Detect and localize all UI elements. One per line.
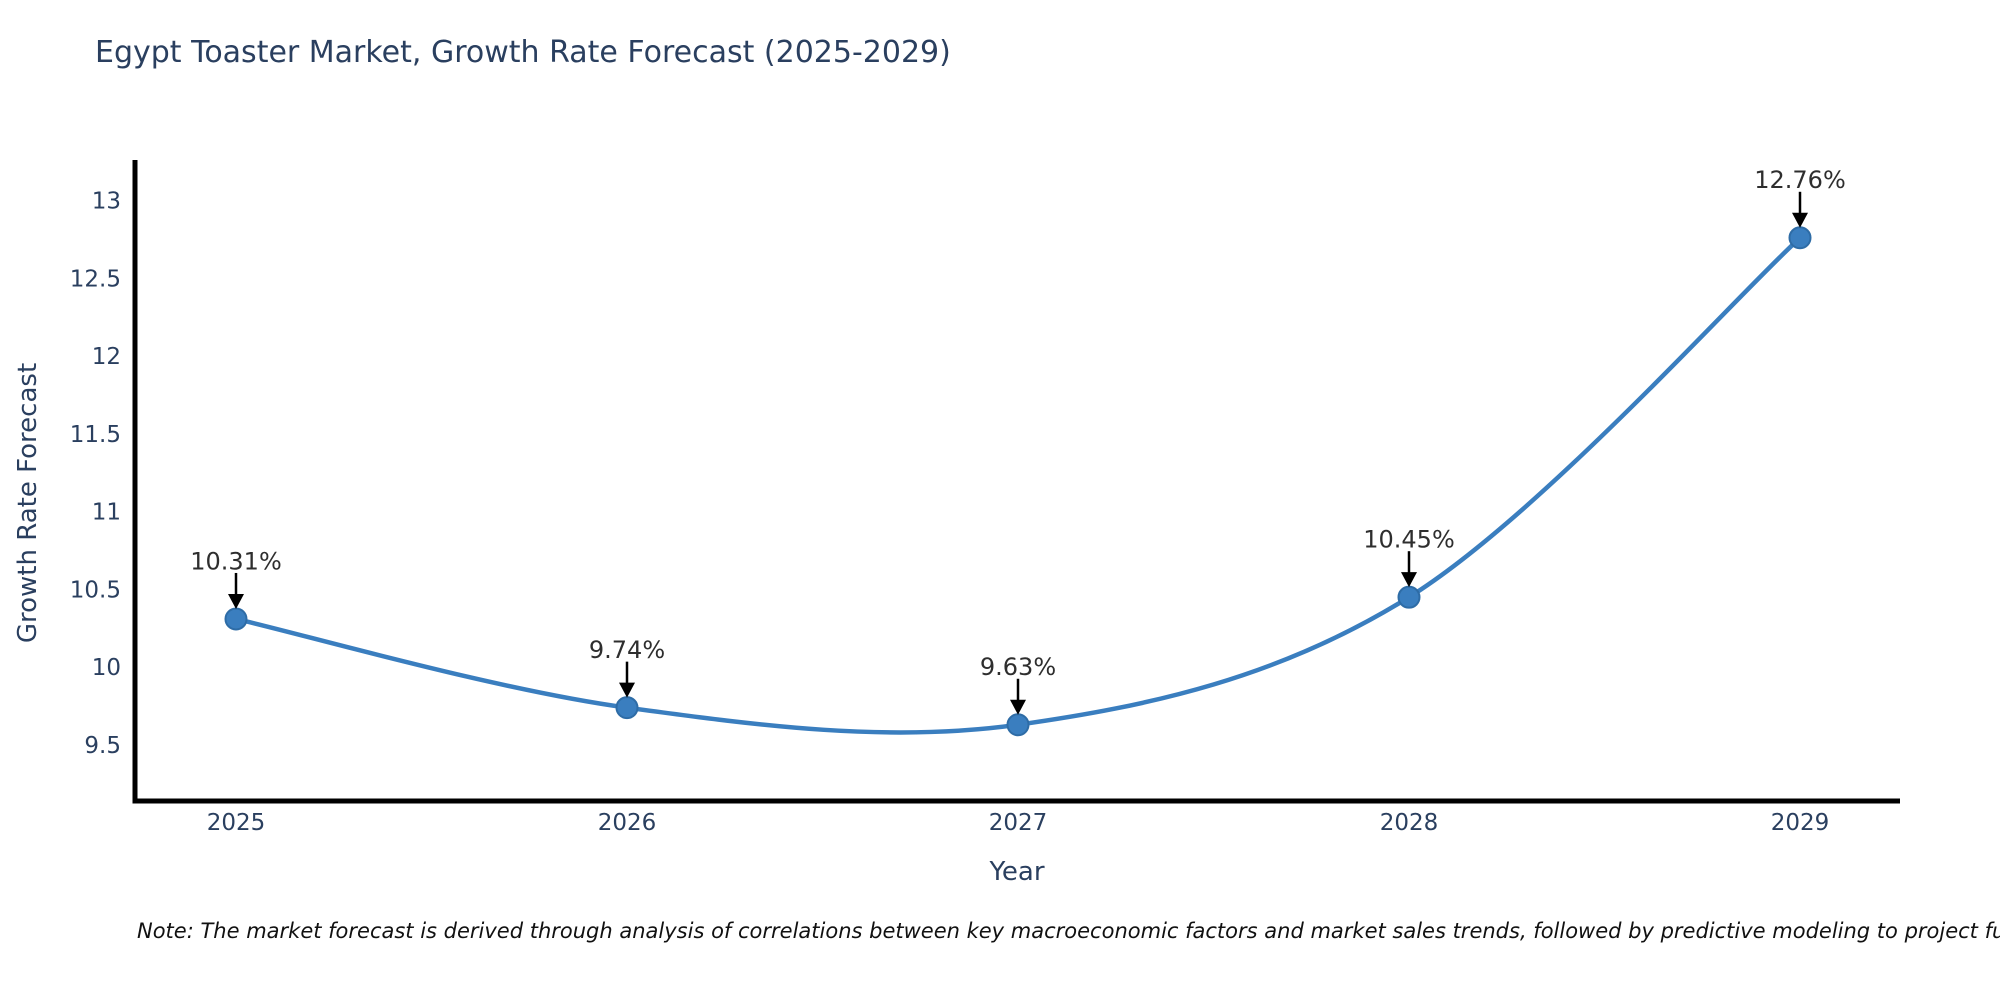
y-axis-title: Growth Rate Forecast [13, 362, 43, 644]
footnote-text: Note: The market forecast is derived thr… [137, 919, 2000, 943]
annotation-arrow-head [1401, 572, 1417, 588]
series-line [233, 235, 1803, 735]
data-point-marker [1397, 585, 1421, 609]
y-tick-label: 10 [92, 655, 121, 681]
y-tick-label: 11.5 [70, 422, 121, 448]
data-point-marker [1006, 713, 1030, 737]
y-tick-label: 10.5 [70, 577, 121, 603]
x-tick-label: 2028 [1380, 810, 1439, 836]
y-tick-label: 12.5 [70, 266, 121, 292]
data-point-marker [615, 696, 639, 720]
y-tick-label: 12 [92, 344, 121, 370]
annotation-label: 10.31% [190, 547, 282, 575]
annotation-label: 9.74% [589, 636, 665, 664]
x-tick-label: 2029 [1771, 810, 1830, 836]
data-point-marker [224, 607, 248, 631]
annotation-arrow-head [228, 593, 244, 609]
x-tick-label: 2025 [207, 810, 266, 836]
annotation-arrow-head [1010, 699, 1026, 715]
y-tick-label: 13 [92, 189, 121, 215]
annotation-label: 10.45% [1363, 526, 1455, 554]
annotation-label: 12.76% [1754, 166, 1846, 194]
y-tick-label: 11 [92, 500, 121, 526]
x-tick-label: 2027 [989, 810, 1048, 836]
data-point-marker [1788, 226, 1812, 250]
annotation-arrow-head [619, 682, 635, 698]
y-tick-label: 9.5 [84, 733, 121, 759]
x-axis-title: Year [989, 857, 1045, 887]
annotation-arrow-head [1792, 212, 1808, 228]
chart-title: Egypt Toaster Market, Growth Rate Foreca… [95, 35, 951, 70]
annotation-label: 9.63% [980, 653, 1056, 681]
x-tick-label: 2026 [598, 810, 657, 836]
